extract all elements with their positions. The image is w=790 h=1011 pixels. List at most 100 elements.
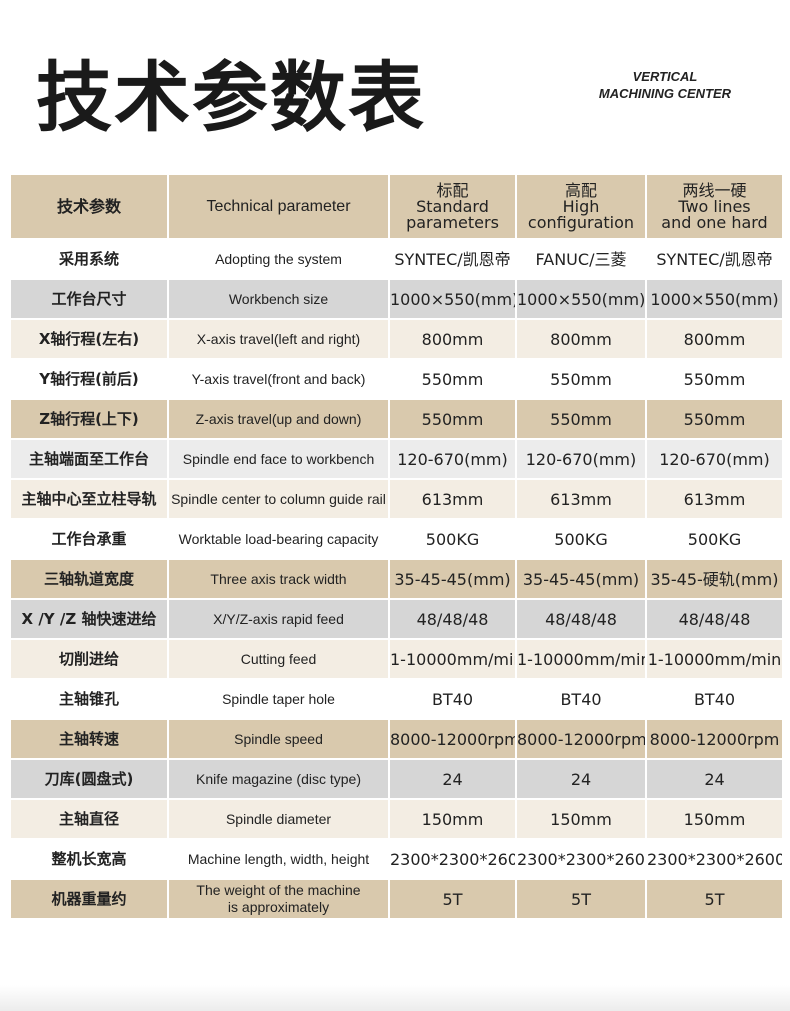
- cell-line: Standard: [416, 196, 489, 216]
- cell-line: Two lines: [678, 196, 751, 216]
- table-cell: Y轴行程(前后): [9, 358, 169, 400]
- subtitle-line: MACHINING CENTER: [598, 86, 732, 101]
- spec-table: 技术参数 Technical parameter 标配 Standard paramet…: [9, 173, 784, 920]
- table-cell: BT40: [388, 678, 517, 720]
- table-cell: 1-10000mm/min: [388, 638, 517, 680]
- table-cell: 标配 Standard parameters: [388, 173, 517, 240]
- table-row: 主轴直径 Spindle diameter 150mm 150mm 150mm: [9, 798, 784, 840]
- table-cell: 120-670(mm): [388, 438, 517, 480]
- table-cell: 120-670(mm): [515, 438, 647, 480]
- table-cell: Spindle diameter: [167, 798, 390, 840]
- table-row: 切削进给 Cutting feed 1-10000mm/min 1-10000mm/m…: [9, 638, 784, 680]
- table-cell: 8000-12000rpm: [388, 718, 517, 760]
- table-cell: 500KG: [645, 518, 784, 560]
- table-cell: 48/48/48: [645, 598, 784, 640]
- table-cell: X轴行程(左右): [9, 318, 169, 360]
- table-cell: 550mm: [645, 398, 784, 440]
- table-row: 工作台承重 Worktable load-bearing capacity 500K…: [9, 518, 784, 560]
- table-row: 工作台尺寸 Workbench size 1000×550(mm) 1000×550(…: [9, 278, 784, 320]
- table-cell: 高配 High configuration: [515, 173, 647, 240]
- table-cell: 150mm: [388, 798, 517, 840]
- table-cell: Spindle taper hole: [167, 678, 390, 720]
- table-cell: 613mm: [645, 478, 784, 520]
- table-cell: X /Y /Z 轴快速进给: [9, 598, 169, 640]
- cell-line: and one hard: [661, 212, 768, 232]
- table-cell: 主轴直径: [9, 798, 169, 840]
- table-cell: 500KG: [388, 518, 517, 560]
- table-row: X /Y /Z 轴快速进给 X/Y/Z-axis rapid feed 48/48/…: [9, 598, 784, 640]
- table-cell: 主轴锥孔: [9, 678, 169, 720]
- table-row: 刀库(圆盘式) Knife magazine (disc type) 24 24 24: [9, 758, 784, 800]
- table-cell: The weight of the machine is approximatel…: [167, 878, 390, 920]
- table-cell: 48/48/48: [388, 598, 517, 640]
- table-cell: SYNTEC/凯恩帝: [388, 238, 517, 280]
- table-cell: 5T: [388, 878, 517, 920]
- table-cell: 5T: [645, 878, 784, 920]
- table-cell: 24: [515, 758, 647, 800]
- table-cell: SYNTEC/凯恩帝: [645, 238, 784, 280]
- table-cell: 主轴转速: [9, 718, 169, 760]
- table-cell: Worktable load-bearing capacity: [167, 518, 390, 560]
- table-cell: 35-45-硬轨(mm): [645, 558, 784, 600]
- table-row: 主轴中心至立柱导轨 Spindle center to column guide …: [9, 478, 784, 520]
- table-cell: 24: [645, 758, 784, 800]
- table-cell: 整机长宽高: [9, 838, 169, 880]
- table-cell: 主轴中心至立柱导轨: [9, 478, 169, 520]
- table-cell: BT40: [515, 678, 647, 720]
- subtitle-line: VERTICAL: [632, 69, 698, 84]
- table-row: Z轴行程(上下) Z-axis travel(up and down) 550mm 5…: [9, 398, 784, 440]
- table-row: 主轴端面至工作台 Spindle end face to workbench 120…: [9, 438, 784, 480]
- table-row: X轴行程(左右) X-axis travel(left and right) 800…: [9, 318, 784, 360]
- table-cell: 550mm: [645, 358, 784, 400]
- table-cell: Adopting the system: [167, 238, 390, 280]
- table-row: 整机长宽高 Machine length, width, height 2300*2…: [9, 838, 784, 880]
- table-cell: Three axis track width: [167, 558, 390, 600]
- cell-line: parameters: [406, 212, 499, 232]
- table-row: 三轴轨道宽度 Three axis track width 35-45-45(mm)…: [9, 558, 784, 600]
- table-cell: Z-axis travel(up and down): [167, 398, 390, 440]
- table-cell: 1-10000mm/min: [645, 638, 784, 680]
- table-cell: 8000-12000rpm: [515, 718, 647, 760]
- table-row: 采用系统 Adopting the system SYNTEC/凯恩帝 FANUC/三…: [9, 238, 784, 280]
- table-cell: Spindle center to column guide rail: [167, 478, 390, 520]
- table-cell: 采用系统: [9, 238, 169, 280]
- table-cell: Y-axis travel(front and back): [167, 358, 390, 400]
- table-cell: 技术参数: [9, 173, 169, 240]
- table-cell: FANUC/三菱: [515, 238, 647, 280]
- table-cell: 800mm: [515, 318, 647, 360]
- subtitle: VERTICAL MACHINING CENTER: [590, 68, 740, 102]
- table-cell: BT40: [645, 678, 784, 720]
- table-row: Y轴行程(前后) Y-axis travel(front and back) 550…: [9, 358, 784, 400]
- cell-line: 标配: [436, 180, 469, 200]
- table-cell: Cutting feed: [167, 638, 390, 680]
- table-row: 主轴锥孔 Spindle taper hole BT40 BT40 BT40: [9, 678, 784, 720]
- table-cell: 2300*2300*2600: [515, 838, 647, 880]
- cell-line: 两线一硬: [682, 180, 747, 200]
- table-cell: 120-670(mm): [645, 438, 784, 480]
- table-cell: 150mm: [515, 798, 647, 840]
- table-cell: 工作台尺寸: [9, 278, 169, 320]
- table-cell: 800mm: [645, 318, 784, 360]
- table-cell: 8000-12000rpm: [645, 718, 784, 760]
- table-cell: 1000×550(mm): [515, 278, 647, 320]
- cell-line: High: [562, 196, 600, 216]
- table-cell: 1-10000mm/min: [515, 638, 647, 680]
- cell-line: 高配: [564, 180, 597, 200]
- table-cell: 613mm: [515, 478, 647, 520]
- table-cell: 48/48/48: [515, 598, 647, 640]
- table-cell: 2300*2300*2600: [388, 838, 517, 880]
- cell-line: The weight of the machine: [196, 882, 361, 898]
- table-cell: 35-45-45(mm): [388, 558, 517, 600]
- table-cell: 550mm: [388, 358, 517, 400]
- table-cell: 550mm: [515, 358, 647, 400]
- table-cell: Knife magazine (disc type): [167, 758, 390, 800]
- table-cell: 613mm: [388, 478, 517, 520]
- table-row: 主轴转速 Spindle speed 8000-12000rpm 8000-12000…: [9, 718, 784, 760]
- table-cell: 两线一硬 Two lines and one hard: [645, 173, 784, 240]
- table-cell: Z轴行程(上下): [9, 398, 169, 440]
- cell-line: is approximately: [227, 899, 330, 915]
- table-row: 机器重量约 The weight of the machine is approxi…: [9, 878, 784, 920]
- header-row: 技术参数 Technical parameter 标配 Standard paramet…: [9, 173, 784, 240]
- table-cell: 切削进给: [9, 638, 169, 680]
